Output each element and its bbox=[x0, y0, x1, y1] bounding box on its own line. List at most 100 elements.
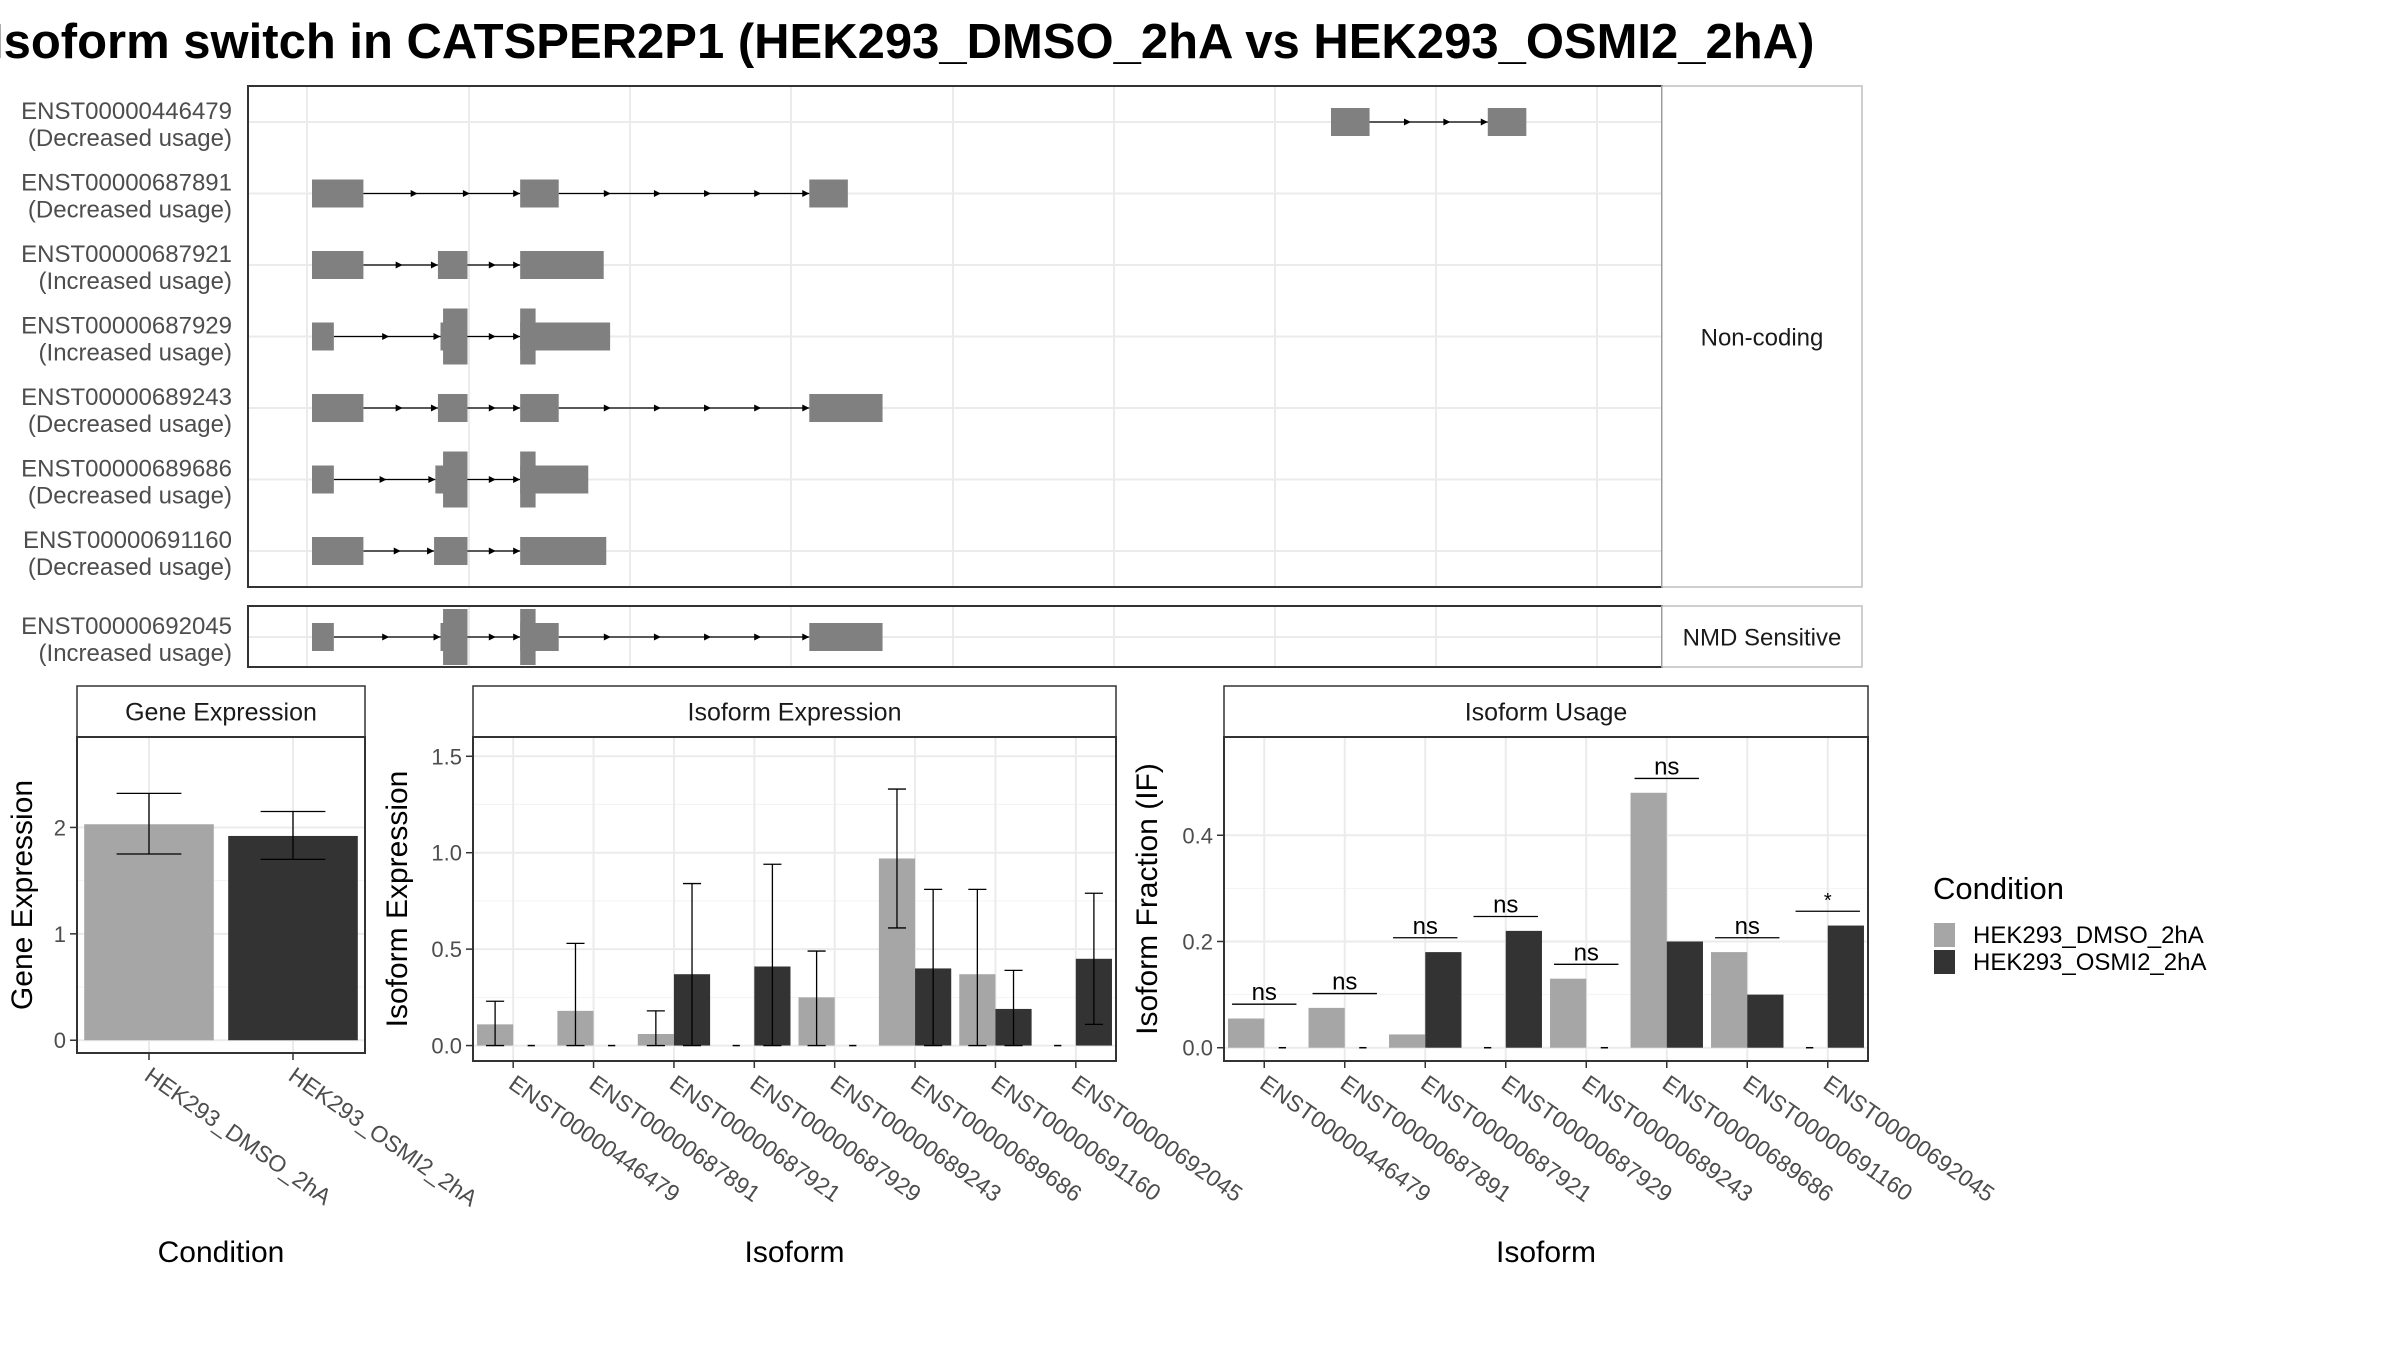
exon-block bbox=[312, 623, 334, 651]
intron-arrow bbox=[513, 476, 521, 483]
transcript-ENST00000687921: ENST00000687921(Increased usage) bbox=[21, 241, 604, 295]
intron-arrow bbox=[802, 404, 810, 412]
significance-label: ns bbox=[1413, 913, 1438, 940]
intron-arrow bbox=[704, 633, 712, 641]
significance-label: ns bbox=[1493, 892, 1518, 919]
intron-arrow bbox=[653, 633, 661, 641]
legend-swatch bbox=[1934, 950, 1955, 974]
cds-block bbox=[443, 609, 468, 665]
group-strip-label: Non-coding bbox=[1701, 325, 1824, 352]
significance-label: ns bbox=[1735, 913, 1760, 940]
exon-block bbox=[312, 394, 364, 422]
intron-arrow bbox=[603, 633, 611, 641]
legend-swatch bbox=[1934, 923, 1955, 947]
exon-block bbox=[312, 179, 364, 208]
transcript-id-label: ENST00000687921 bbox=[21, 241, 232, 268]
bar bbox=[1550, 978, 1587, 1048]
transcript-ENST00000687929: ENST00000687929(Increased usage) bbox=[21, 308, 611, 367]
intron-arrow bbox=[802, 633, 810, 641]
exon-block bbox=[437, 394, 468, 422]
transcript-usage-label: (Increased usage) bbox=[39, 640, 232, 667]
significance-label: ns bbox=[1332, 969, 1357, 996]
intron-arrow bbox=[395, 261, 403, 269]
y-axis-title: Isoform Fraction (IF) bbox=[1131, 763, 1164, 1035]
structure-group-0: ENST00000446479(Decreased usage)ENST0000… bbox=[21, 85, 1863, 588]
panel-border bbox=[472, 736, 1117, 1062]
intron-arrow bbox=[433, 333, 441, 340]
intron-arrow bbox=[1443, 118, 1451, 126]
panel-border bbox=[76, 736, 366, 1054]
transcript-ENST00000692045: ENST00000692045(Increased usage) bbox=[21, 609, 883, 667]
intron-arrow bbox=[430, 261, 438, 269]
exon-block bbox=[520, 537, 607, 565]
bar bbox=[1711, 952, 1748, 1048]
exon-block bbox=[520, 394, 559, 422]
y-tick-label: 0.5 bbox=[431, 937, 462, 962]
intron-arrow bbox=[379, 476, 387, 483]
group-strip-label: NMD Sensitive bbox=[1683, 625, 1842, 652]
intron-arrow bbox=[488, 476, 496, 483]
bar bbox=[228, 835, 358, 1041]
y-tick-label: 0.0 bbox=[431, 1034, 462, 1059]
significance-annotations: ns ns ns ns ns ns ns * bbox=[1232, 753, 1860, 1006]
intron-arrow bbox=[1480, 118, 1488, 126]
transcript-usage-label: (Decreased usage) bbox=[28, 411, 232, 438]
panel-strip bbox=[76, 685, 366, 738]
bar bbox=[1389, 1034, 1426, 1048]
intron-arrow bbox=[513, 333, 521, 340]
intron-arrow bbox=[430, 404, 438, 412]
transcript-usage-label: (Increased usage) bbox=[39, 268, 232, 295]
bars bbox=[477, 788, 1112, 1047]
transcript-structure-panel: ENST00000446479(Decreased usage)ENST0000… bbox=[21, 85, 1863, 668]
significance-label: ns bbox=[1654, 753, 1679, 780]
structure-group-1: ENST00000692045(Increased usage) NMD Sens… bbox=[21, 605, 1863, 668]
intron-arrow bbox=[462, 190, 470, 197]
transcript-id-label: ENST00000692045 bbox=[21, 613, 232, 640]
cds-block bbox=[520, 451, 536, 508]
panel-title: Gene Expression bbox=[125, 699, 317, 727]
transcript-ENST00000446479: ENST00000446479(Decreased usage) bbox=[21, 98, 1527, 152]
exon-block bbox=[809, 179, 848, 208]
exon-block bbox=[1331, 108, 1370, 136]
panel-title: Isoform Expression bbox=[688, 699, 902, 727]
cds-block bbox=[443, 308, 468, 365]
bar bbox=[1505, 930, 1542, 1048]
panel-title: Isoform Usage bbox=[1465, 699, 1628, 727]
intron-arrow bbox=[428, 476, 436, 483]
intron-arrow bbox=[513, 404, 521, 412]
group-strip bbox=[1661, 605, 1863, 668]
y-tick-label: 0.4 bbox=[1182, 823, 1213, 848]
bar bbox=[1308, 1007, 1345, 1048]
x-axis-title: Isoform bbox=[744, 1236, 844, 1269]
transcript-ENST00000689243: ENST00000689243(Decreased usage) bbox=[21, 384, 883, 438]
intron-arrow bbox=[513, 633, 521, 641]
y-tick-label: 0.0 bbox=[1182, 1036, 1213, 1061]
intron-arrow bbox=[754, 633, 762, 641]
intron-arrow bbox=[754, 190, 762, 197]
exon-block bbox=[312, 537, 364, 565]
intron-arrow bbox=[603, 404, 611, 412]
y-axis-title: Gene Expression bbox=[6, 780, 39, 1010]
transcript-usage-label: (Decreased usage) bbox=[28, 554, 232, 581]
transcript-usage-label: (Decreased usage) bbox=[28, 125, 232, 152]
exon-block bbox=[520, 179, 559, 208]
transcript-id-label: ENST00000687891 bbox=[21, 170, 232, 197]
intron-arrow bbox=[802, 190, 810, 197]
panel-strip bbox=[1223, 685, 1869, 738]
intron-arrow bbox=[488, 333, 496, 340]
intron-arrow bbox=[704, 404, 712, 412]
y-tick-label: 2 bbox=[54, 815, 66, 840]
transcript-id-label: ENST00000687929 bbox=[21, 313, 232, 340]
intron-arrow bbox=[653, 190, 661, 197]
intron-arrow bbox=[603, 190, 611, 197]
intron-arrow bbox=[1403, 118, 1411, 126]
intron-arrow bbox=[488, 261, 496, 269]
transcript-ENST00000691160: ENST00000691160(Decreased usage) bbox=[23, 527, 607, 581]
legend-label: HEK293_OSMI2_2hA bbox=[1973, 949, 2206, 976]
intron-arrow bbox=[393, 547, 401, 555]
transcript-id-label: ENST00000446479 bbox=[21, 98, 232, 125]
intron-arrow bbox=[513, 190, 521, 197]
cds-block bbox=[443, 451, 468, 508]
